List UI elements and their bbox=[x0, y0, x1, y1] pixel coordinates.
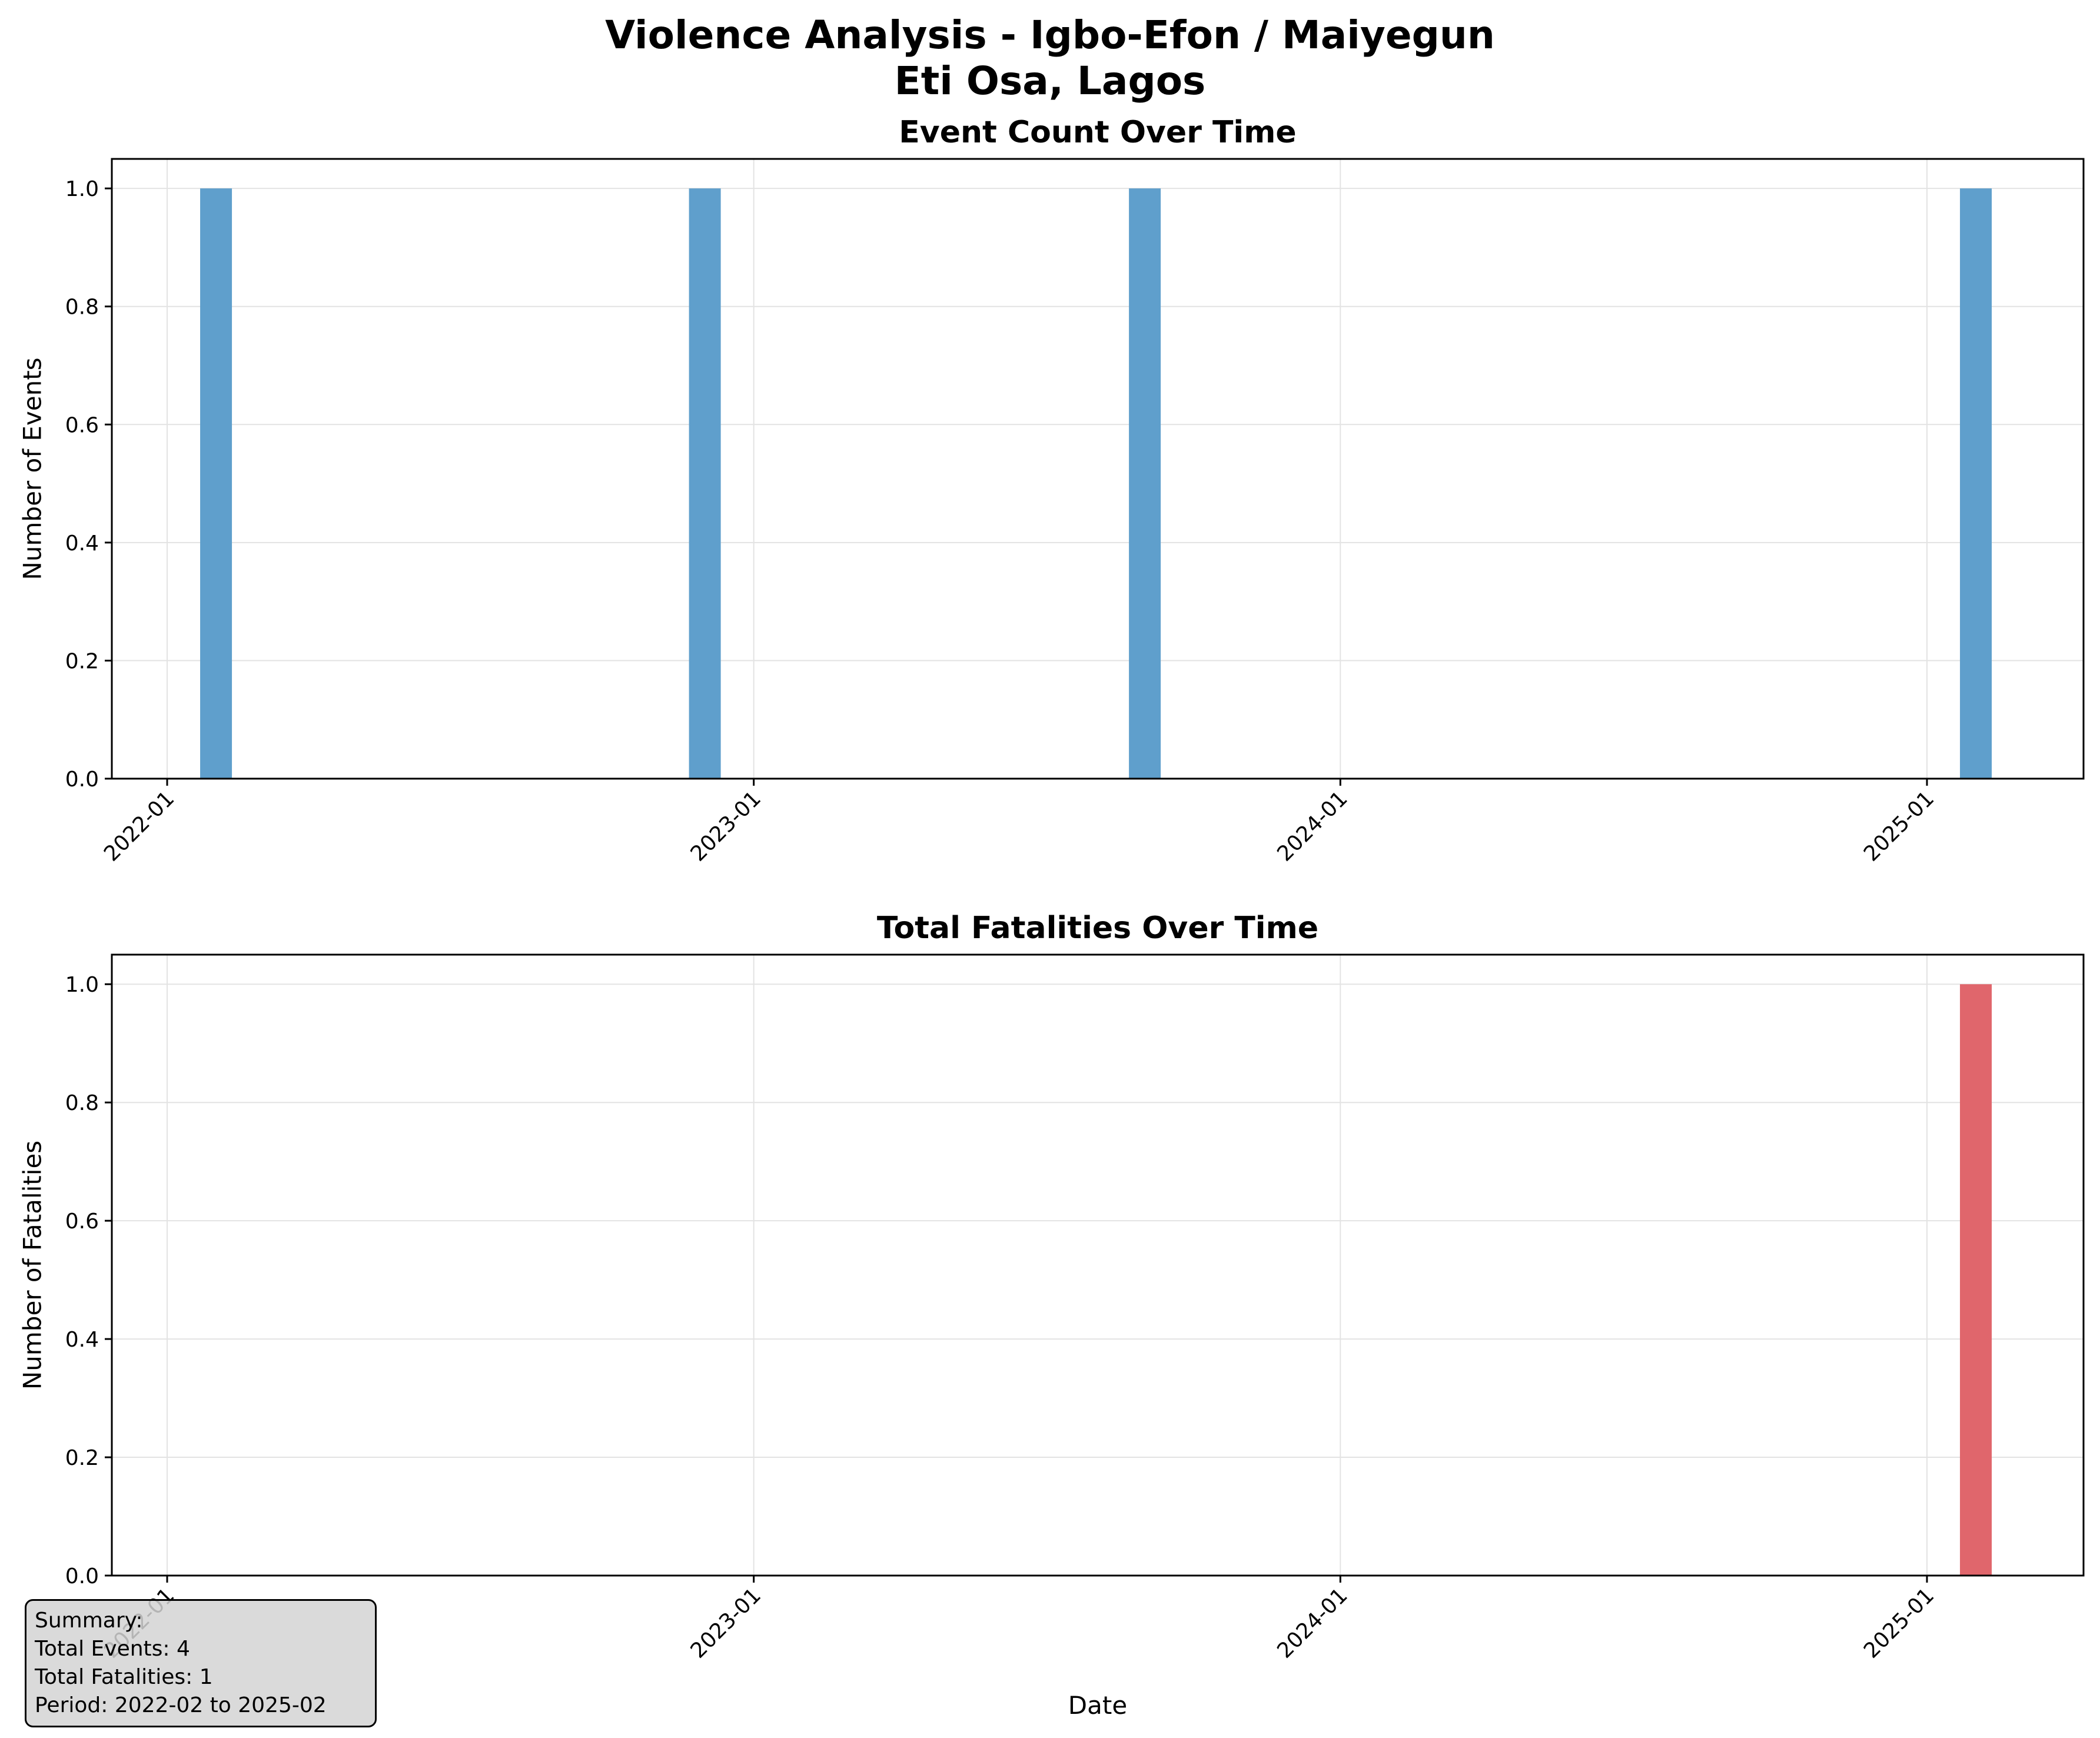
panel-title: Event Count Over Time bbox=[899, 115, 1296, 150]
x-tick-label: 2024-01 bbox=[1272, 1583, 1352, 1663]
y-tick-label: 1.0 bbox=[65, 177, 99, 201]
bar-2025-02 bbox=[1960, 984, 1992, 1576]
y-tick-label: 0.0 bbox=[65, 1564, 99, 1589]
bar-2022-02 bbox=[200, 188, 232, 779]
summary-total-events: Total Events: 4 bbox=[35, 1637, 190, 1661]
x-tick-label: 2025-01 bbox=[1859, 786, 1939, 866]
y-axis-label: Number of Fatalities bbox=[18, 1141, 47, 1390]
y-tick-label: 0.6 bbox=[65, 413, 99, 437]
bar-2022-12 bbox=[689, 188, 721, 779]
y-tick-label: 0.8 bbox=[65, 1091, 99, 1115]
summary-heading: Summary: bbox=[35, 1609, 143, 1633]
x-tick-label: 2023-01 bbox=[686, 786, 766, 866]
axes-frame bbox=[111, 953, 2085, 1577]
summary-period: Period: 2022-02 to 2025-02 bbox=[35, 1693, 327, 1717]
summary-total-fatalities: Total Fatalities: 1 bbox=[35, 1665, 213, 1689]
bar-2023-09 bbox=[1129, 188, 1161, 779]
summary-box: Summary: Total Events: 4 Total Fatalitie… bbox=[25, 1599, 377, 1727]
y-tick-label: 0.2 bbox=[65, 649, 99, 673]
figure-subtitle: Eti Osa, Lagos bbox=[894, 58, 1206, 104]
y-tick-label: 0.6 bbox=[65, 1209, 99, 1234]
x-tick-label: 2024-01 bbox=[1272, 786, 1352, 866]
event-count-chart: 0.0 0.2 0.4 0.6 0.8 1.0 2022-01 2023-01 2024-01 2… bbox=[18, 115, 2085, 866]
y-tick-label: 0.8 bbox=[65, 295, 99, 320]
bar-2025-02 bbox=[1960, 188, 1992, 779]
x-tick-label: 2025-01 bbox=[1859, 1583, 1939, 1663]
figure-title: Violence Analysis - Igbo-Efon / Maiyegun bbox=[605, 12, 1495, 58]
y-tick-label: 1.0 bbox=[65, 973, 99, 997]
y-tick-label: 0.4 bbox=[65, 531, 99, 556]
y-tick-label: 0.4 bbox=[65, 1328, 99, 1352]
x-axis-label: Date bbox=[1068, 1691, 1127, 1720]
fatalities-chart: 0.00.20.40.60.81.02022-012023-012024-012… bbox=[18, 910, 2085, 1720]
y-tick-label: 0.2 bbox=[65, 1446, 99, 1470]
axes-frame bbox=[111, 158, 2085, 780]
x-tick-label: 2022-01 bbox=[99, 786, 179, 866]
x-tick-label: 2023-01 bbox=[686, 1583, 766, 1663]
y-axis-label: Number of Events bbox=[18, 357, 47, 580]
panel-title: Total Fatalities Over Time bbox=[877, 910, 1318, 946]
y-tick-label: 0.0 bbox=[65, 767, 99, 792]
